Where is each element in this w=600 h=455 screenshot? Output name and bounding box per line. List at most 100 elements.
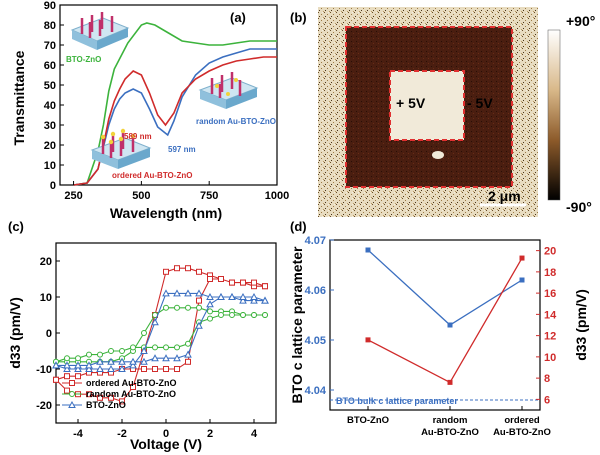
d-ytick-right-label: 12	[544, 331, 556, 343]
a-ytick-label: 20	[44, 140, 56, 152]
d-ytick-left-label: 4.06	[305, 285, 326, 297]
c-point-random-au-bto-zno	[196, 304, 202, 311]
a-series-bto-zno	[73, 22, 277, 186]
c-point-ordered-au-bto-zno	[185, 265, 191, 272]
a-ytick-label: 90	[44, 0, 56, 12]
c-point-bto-zno	[228, 292, 236, 300]
anno-bto-zno: BTO-ZnO	[66, 55, 101, 64]
c-xtick-label: -4	[73, 428, 84, 440]
c-point-random-au-bto-zno	[207, 308, 213, 315]
c-point-bto-zno	[217, 292, 225, 300]
c-ytick-label: -10	[36, 364, 52, 376]
c-legend-marker	[69, 391, 75, 397]
a-xtick-label: 250	[64, 190, 82, 202]
c-point-bto-zno	[195, 289, 203, 297]
c-point-random-au-bto-zno	[174, 344, 180, 351]
c-point-bto-zno	[151, 354, 159, 362]
c-point-ordered-au-bto-zno	[218, 276, 224, 282]
c-point-bto-zno	[63, 361, 71, 369]
c-ytick-label: 0	[46, 328, 52, 340]
c-point-bto-zno	[96, 364, 104, 372]
c-ytick-label: 10	[40, 292, 52, 304]
c-point-random-au-bto-zno	[97, 351, 103, 358]
panel-c-xlabel: Voltage (V)	[130, 436, 202, 452]
c-point-bto-zno	[162, 354, 170, 362]
anno-589nm: 589 nm	[124, 132, 152, 141]
panel-a-transmittance-chart: 250 500 750 1000 0 10 20 30 40 50 60 70 80 90 (a) Wav…	[11, 0, 289, 221]
panel-d-bulk-annotation: BTO bulk c lattice parameter	[336, 396, 458, 406]
c-point-random-au-bto-zno	[130, 344, 136, 351]
c-point-bto-zno	[250, 296, 258, 304]
panel-d-frame	[329, 239, 541, 411]
c-point-bto-zno	[107, 364, 115, 372]
c-point-random-au-bto-zno	[86, 351, 92, 358]
c-point-bto-zno	[107, 357, 115, 365]
c-point-random-au-bto-zno	[163, 304, 169, 311]
c-point-bto-zno	[140, 357, 148, 365]
a-xtick-label: 1000	[265, 190, 289, 202]
c-point-random-au-bto-zno	[185, 340, 191, 347]
c-point-random-au-bto-zno	[240, 312, 246, 318]
c-legend-marker	[69, 380, 75, 386]
c-point-bto-zno	[239, 296, 247, 304]
c-point-random-au-bto-zno	[64, 355, 70, 362]
d-ytick-right-label: 18	[544, 267, 556, 279]
d-ytick-right-label: 10	[544, 352, 556, 364]
c-point-random-au-bto-zno	[229, 312, 235, 318]
panel-b-label: (b)	[290, 10, 307, 25]
label-minus-5v: - 5V	[467, 95, 493, 111]
anno-random: random Au-BTO-ZnO	[196, 117, 276, 126]
c-point-bto-zno	[206, 292, 214, 300]
panel-d-ylabel-right: d33 (pm/V)	[573, 289, 589, 361]
c-point-bto-zno	[74, 364, 82, 372]
c-point-bto-zno	[261, 296, 269, 304]
c-point-ordered-au-bto-zno	[64, 373, 70, 380]
inset-bto-zno-schematic	[70, 12, 130, 50]
d-xtick-label: BTO-ZnO	[347, 415, 389, 426]
panel-b-pfm-image: + 5V - 5V 2 μm (b) +90° -90°	[290, 7, 595, 217]
c-point-bto-zno	[129, 357, 137, 365]
d-point-d33	[519, 255, 525, 261]
scale-bar-label: 2 μm	[488, 188, 521, 204]
anno-ordered: ordered Au-BTO-ZnO	[112, 171, 192, 180]
c-point-bto-zno	[173, 354, 181, 362]
d-xtick-label: random	[433, 415, 468, 426]
inset-random-schematic	[198, 72, 259, 109]
c-point-ordered-au-bto-zno	[141, 366, 147, 372]
colorbar-top-label: +90°	[566, 13, 595, 29]
c-point-ordered-au-bto-zno	[64, 387, 70, 394]
c-point-ordered-au-bto-zno	[251, 279, 257, 286]
c-point-ordered-au-bto-zno	[86, 391, 92, 398]
c-point-bto-zno	[151, 318, 159, 326]
a-ytick-label: 30	[44, 120, 56, 132]
panel-a-label: (a)	[230, 10, 246, 25]
d-xtick-label: Au-BTO-ZnO	[421, 427, 479, 438]
panel-d-lattice-d33-chart: 4.04 4.05 4.06 4.07 6 8 10 12 14 16 18 20 BTO-ZnO ran…	[289, 219, 589, 438]
c-point-bto-zno	[206, 300, 214, 308]
c-point-bto-zno	[184, 350, 192, 358]
a-ytick-label: 70	[44, 40, 56, 52]
a-xtick-label: 500	[132, 190, 150, 202]
c-xtick-label: 2	[207, 428, 213, 440]
panel-a-xlabel: Wavelength (nm)	[110, 205, 222, 221]
c-point-ordered-au-bto-zno	[152, 366, 158, 372]
c-point-bto-zno	[184, 289, 192, 297]
c-point-ordered-au-bto-zno	[207, 276, 213, 282]
d-xtick-label: ordered	[504, 415, 540, 426]
c-point-bto-zno	[129, 361, 137, 369]
c-point-ordered-au-bto-zno	[75, 373, 81, 380]
c-series-random-au-bto-zno	[55, 307, 265, 363]
c-point-ordered-au-bto-zno	[163, 366, 169, 372]
c-xtick-label: 4	[251, 428, 258, 440]
c-point-bto-zno	[250, 292, 258, 300]
c-point-bto-zno	[173, 289, 181, 297]
c-point-ordered-au-bto-zno	[229, 279, 235, 286]
d-ytick-right-label: 6	[544, 394, 550, 406]
c-point-bto-zno	[162, 289, 170, 297]
c-point-random-au-bto-zno	[218, 312, 224, 318]
c-legend-marker	[68, 400, 76, 408]
d-ytick-left-label: 4.04	[305, 385, 327, 397]
c-ytick-label: -20	[36, 400, 52, 412]
c-point-bto-zno	[74, 361, 82, 369]
